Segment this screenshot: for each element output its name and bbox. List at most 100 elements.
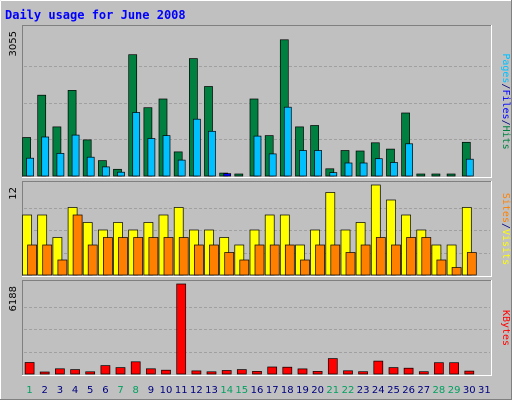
bar-pages-day-3 bbox=[56, 153, 65, 177]
bar-sites-day-28 bbox=[436, 259, 447, 276]
bar-kbytes-day-18 bbox=[282, 366, 293, 375]
x-tick-label: 15 bbox=[235, 385, 248, 396]
bar-sites-day-21 bbox=[330, 244, 341, 276]
panel-kbytes: 6188 KBytes bbox=[8, 280, 511, 376]
bar-kbytes-day-28 bbox=[434, 362, 444, 375]
bar-sites-day-7 bbox=[118, 237, 128, 276]
bar-kbytes-day-12 bbox=[191, 370, 202, 375]
bar-pages-day-11 bbox=[177, 159, 186, 177]
bar-pages-day-25 bbox=[390, 162, 398, 177]
bar-kbytes-day-20 bbox=[312, 371, 323, 375]
bar-pages-day-19 bbox=[299, 150, 307, 177]
y-max-label: 12 bbox=[8, 187, 19, 200]
bar-sites-day-1 bbox=[27, 244, 37, 276]
x-tick-label: 6 bbox=[102, 385, 108, 396]
x-tick-label: 25 bbox=[387, 385, 400, 396]
bar-pages-day-9 bbox=[147, 138, 156, 177]
bar-pages-day-21 bbox=[329, 172, 338, 177]
legend-entry: / bbox=[500, 120, 511, 126]
bar-kbytes-day-25 bbox=[388, 367, 399, 375]
x-tick-label: 18 bbox=[281, 385, 294, 396]
bar-visits-day-25 bbox=[386, 199, 396, 276]
bar-hits-day-27 bbox=[416, 173, 426, 177]
x-tick-label: 2 bbox=[42, 385, 48, 396]
x-tick-label: 20 bbox=[311, 385, 324, 396]
bar-kbytes-day-4 bbox=[70, 369, 80, 375]
bar-kbytes-day-16 bbox=[252, 371, 262, 375]
legend-visits-sites: Sites/Visits bbox=[500, 193, 511, 265]
bar-kbytes-day-13 bbox=[206, 371, 217, 375]
bar-sites-day-9 bbox=[148, 237, 159, 276]
x-tick-label: 9 bbox=[148, 385, 154, 396]
bar-pages-day-26 bbox=[405, 143, 413, 177]
x-tick-label: 28 bbox=[433, 385, 446, 396]
bar-kbytes-day-26 bbox=[403, 367, 414, 375]
bar-sites-day-25 bbox=[391, 244, 401, 276]
bar-kbytes-day-30 bbox=[464, 370, 475, 375]
x-tick-label: 17 bbox=[266, 385, 279, 396]
bar-sites-day-6 bbox=[103, 237, 113, 276]
bar-kbytes-day-14 bbox=[221, 370, 232, 375]
x-tick-label: 7 bbox=[117, 385, 123, 396]
bar-visits-day-3 bbox=[52, 237, 63, 276]
y-max-label: 6188 bbox=[8, 286, 19, 311]
x-tick-label: 19 bbox=[296, 385, 309, 396]
legend-kbytes: KBytes bbox=[500, 310, 511, 346]
bar-kbytes-day-15 bbox=[236, 369, 247, 375]
bar-sites-day-29 bbox=[451, 267, 462, 276]
legend-entry: / bbox=[500, 223, 511, 229]
y-max-label: 3055 bbox=[8, 31, 19, 56]
x-tick-label: 30 bbox=[463, 385, 476, 396]
bar-sites-day-16 bbox=[254, 244, 265, 276]
bar-kbytes-day-17 bbox=[267, 366, 278, 375]
bar-kbytes-day-24 bbox=[373, 360, 384, 375]
bar-hits-day-15 bbox=[234, 173, 244, 177]
bar-sites-day-20 bbox=[315, 244, 325, 276]
bar-sites-day-2 bbox=[42, 244, 53, 276]
x-tick-label: 24 bbox=[372, 385, 385, 396]
bar-sites-day-11 bbox=[178, 237, 189, 276]
bar-files-day-14 bbox=[223, 173, 232, 177]
bar-sites-day-18 bbox=[284, 244, 295, 276]
bar-sites-day-13 bbox=[209, 244, 219, 276]
bar-visits-day-29 bbox=[446, 244, 457, 276]
bar-pages-day-20 bbox=[314, 150, 322, 177]
bar-sites-day-14 bbox=[224, 252, 235, 276]
bar-pages-day-12 bbox=[193, 118, 201, 177]
x-tick-label: 27 bbox=[417, 385, 430, 396]
bar-pages-day-6 bbox=[102, 166, 110, 177]
bar-pages-day-5 bbox=[86, 156, 95, 177]
bar-pages-day-8 bbox=[132, 112, 141, 177]
x-tick-label: 5 bbox=[87, 385, 93, 396]
bar-kbytes-day-9 bbox=[146, 368, 156, 375]
bar-sites-day-27 bbox=[421, 237, 432, 276]
x-tick-label: 13 bbox=[205, 385, 218, 396]
bar-visits-day-21 bbox=[325, 192, 336, 276]
x-tick-label: 16 bbox=[251, 385, 264, 396]
bar-kbytes-day-29 bbox=[449, 362, 459, 375]
bar-kbytes-day-2 bbox=[39, 371, 50, 375]
bar-kbytes-day-23 bbox=[358, 371, 368, 375]
legend-entry: Hits bbox=[500, 126, 511, 150]
bar-kbytes-day-5 bbox=[85, 371, 96, 375]
legend-entry: / bbox=[500, 83, 511, 89]
bar-pages-day-7 bbox=[117, 171, 125, 177]
bar-sites-day-17 bbox=[269, 244, 280, 276]
x-tick-label: 21 bbox=[326, 385, 339, 396]
bar-sites-day-12 bbox=[194, 244, 204, 276]
bar-kbytes-day-22 bbox=[343, 370, 353, 375]
bar-pages-day-10 bbox=[162, 135, 171, 177]
x-tick-label: 1 bbox=[26, 385, 32, 396]
bar-sites-day-24 bbox=[375, 237, 386, 276]
bar-pages-day-2 bbox=[41, 136, 50, 177]
bar-kbytes-day-27 bbox=[418, 371, 429, 375]
bar-hits-day-29 bbox=[446, 173, 456, 177]
bar-pages-day-17 bbox=[268, 153, 277, 177]
bar-sites-day-23 bbox=[360, 244, 371, 276]
x-tick-label: 10 bbox=[160, 385, 173, 396]
x-tick-label: 8 bbox=[133, 385, 139, 396]
x-tick-label: 22 bbox=[342, 385, 355, 396]
